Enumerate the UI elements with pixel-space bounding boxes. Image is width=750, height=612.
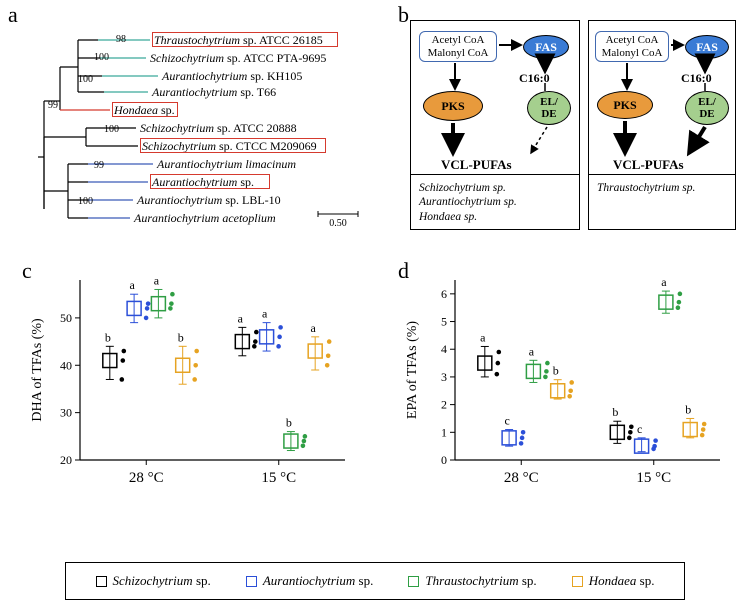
svg-text:28 °C: 28 °C <box>129 470 164 486</box>
svg-text:b: b <box>612 405 618 419</box>
legend-item: Aurantiochytrium sp. <box>246 573 374 589</box>
bootstrap-value: 100 <box>94 52 109 63</box>
legend-item: Hondaea sp. <box>572 573 655 589</box>
svg-text:30: 30 <box>60 406 72 420</box>
legend-marker <box>246 576 257 587</box>
svg-text:b: b <box>178 330 184 344</box>
svg-text:20: 20 <box>60 453 72 467</box>
legend-marker <box>572 576 583 587</box>
species-right-text: Thraustochytrium sp. <box>597 181 727 195</box>
taxon-label: Schizochytrium sp. ATCC PTA-9695 <box>150 51 326 66</box>
svg-text:2: 2 <box>441 398 447 412</box>
taxon-label: Schizochytrium sp. ATCC 20888 <box>140 121 297 136</box>
arrows-right <box>589 21 739 181</box>
svg-text:b: b <box>286 416 292 430</box>
chart-epa: 0 1 2 3 4 5 6 28 °C 15 °C EPA of TFAs (%) a c a b b c a b <box>400 265 730 500</box>
svg-text:a: a <box>154 273 160 287</box>
bootstrap-value: 100 <box>78 196 93 207</box>
pathway-panel: Acetyl CoAMalonyl CoA FAS PKS EL/DE C16:… <box>398 12 738 237</box>
svg-text:a: a <box>262 307 268 321</box>
svg-text:EPA of TFAs (%): EPA of TFAs (%) <box>405 321 420 419</box>
svg-text:a: a <box>238 311 244 325</box>
legend-marker <box>96 576 107 587</box>
svg-text:3: 3 <box>441 370 447 384</box>
svg-text:6: 6 <box>441 287 447 301</box>
legend-item: Thraustochytrium sp. <box>408 573 536 589</box>
taxon-label: Aurantiochytrium limacinum <box>157 157 296 172</box>
chart-c-svg: 20 30 40 50 28 °C 15 °C DHA of TFAs (%) b a a b a a b… <box>25 265 355 500</box>
svg-text:a: a <box>311 321 317 335</box>
legend: Schizochytrium sp. Aurantiochytrium sp. Th… <box>65 562 685 600</box>
bootstrap-value: 99 <box>94 160 104 171</box>
pathway-left: Acetyl CoAMalonyl CoA FAS PKS EL/DE C16:… <box>410 20 580 230</box>
taxon-label: Aurantiochytrium sp. T66 <box>152 85 276 100</box>
phylo-tree-panel: 0.50 Thraustochytrium sp. ATCC 26185Schi… <box>18 20 378 240</box>
panel-label-a: a <box>8 2 18 28</box>
legend-item: Schizochytrium sp. <box>96 573 211 589</box>
taxon-label: Aurantiochytrium acetoplium <box>134 211 276 226</box>
bootstrap-value: 100 <box>78 74 93 85</box>
svg-text:1: 1 <box>441 425 447 439</box>
species-left: Schizochytrium sp.Aurantiochytrium sp.Ho… <box>411 174 579 229</box>
chart-dha: 20 30 40 50 28 °C 15 °C DHA of TFAs (%) b a a b a a b… <box>25 265 355 500</box>
bootstrap-value: 100 <box>104 124 119 135</box>
species-right: Thraustochytrium sp. <box>589 174 735 229</box>
svg-text:50: 50 <box>60 311 72 325</box>
svg-text:15 °C: 15 °C <box>636 470 671 486</box>
arrows-left <box>411 21 581 181</box>
legend-label: Schizochytrium sp. <box>113 573 211 589</box>
svg-text:5: 5 <box>441 315 447 329</box>
bootstrap-value: 99 <box>48 100 58 111</box>
highlight-box <box>140 138 326 153</box>
svg-text:15 °C: 15 °C <box>261 470 296 486</box>
svg-text:4: 4 <box>441 342 447 356</box>
legend-label: Aurantiochytrium sp. <box>263 573 374 589</box>
svg-text:b: b <box>685 402 691 416</box>
svg-text:c: c <box>504 414 509 428</box>
species-left-text: Schizochytrium sp.Aurantiochytrium sp.Ho… <box>419 181 571 224</box>
svg-text:c: c <box>637 422 642 436</box>
highlight-box <box>150 174 270 189</box>
legend-label: Hondaea sp. <box>589 573 655 589</box>
svg-text:0: 0 <box>441 453 447 467</box>
taxon-label: Aurantiochytrium sp. KH105 <box>162 69 302 84</box>
pathway-right: Acetyl CoAMalonyl CoA FAS PKS EL/DE C16:… <box>588 20 736 230</box>
bootstrap-value: 98 <box>116 34 126 45</box>
svg-text:a: a <box>661 275 667 289</box>
legend-label: Thraustochytrium sp. <box>425 573 536 589</box>
taxon-label: Aurantiochytrium sp. LBL-10 <box>137 193 281 208</box>
svg-text:0.50: 0.50 <box>329 218 347 229</box>
svg-text:DHA of TFAs (%): DHA of TFAs (%) <box>30 318 45 422</box>
svg-text:a: a <box>529 344 535 358</box>
chart-d-svg: 0 1 2 3 4 5 6 28 °C 15 °C EPA of TFAs (%) a c a b b c a b <box>400 265 730 500</box>
svg-text:28 °C: 28 °C <box>504 470 539 486</box>
svg-text:a: a <box>480 330 486 344</box>
highlight-box <box>152 32 338 47</box>
highlight-box <box>112 102 178 117</box>
svg-text:b: b <box>553 364 559 378</box>
svg-text:a: a <box>129 278 135 292</box>
svg-text:40: 40 <box>60 358 72 372</box>
svg-text:b: b <box>105 330 111 344</box>
legend-marker <box>408 576 419 587</box>
